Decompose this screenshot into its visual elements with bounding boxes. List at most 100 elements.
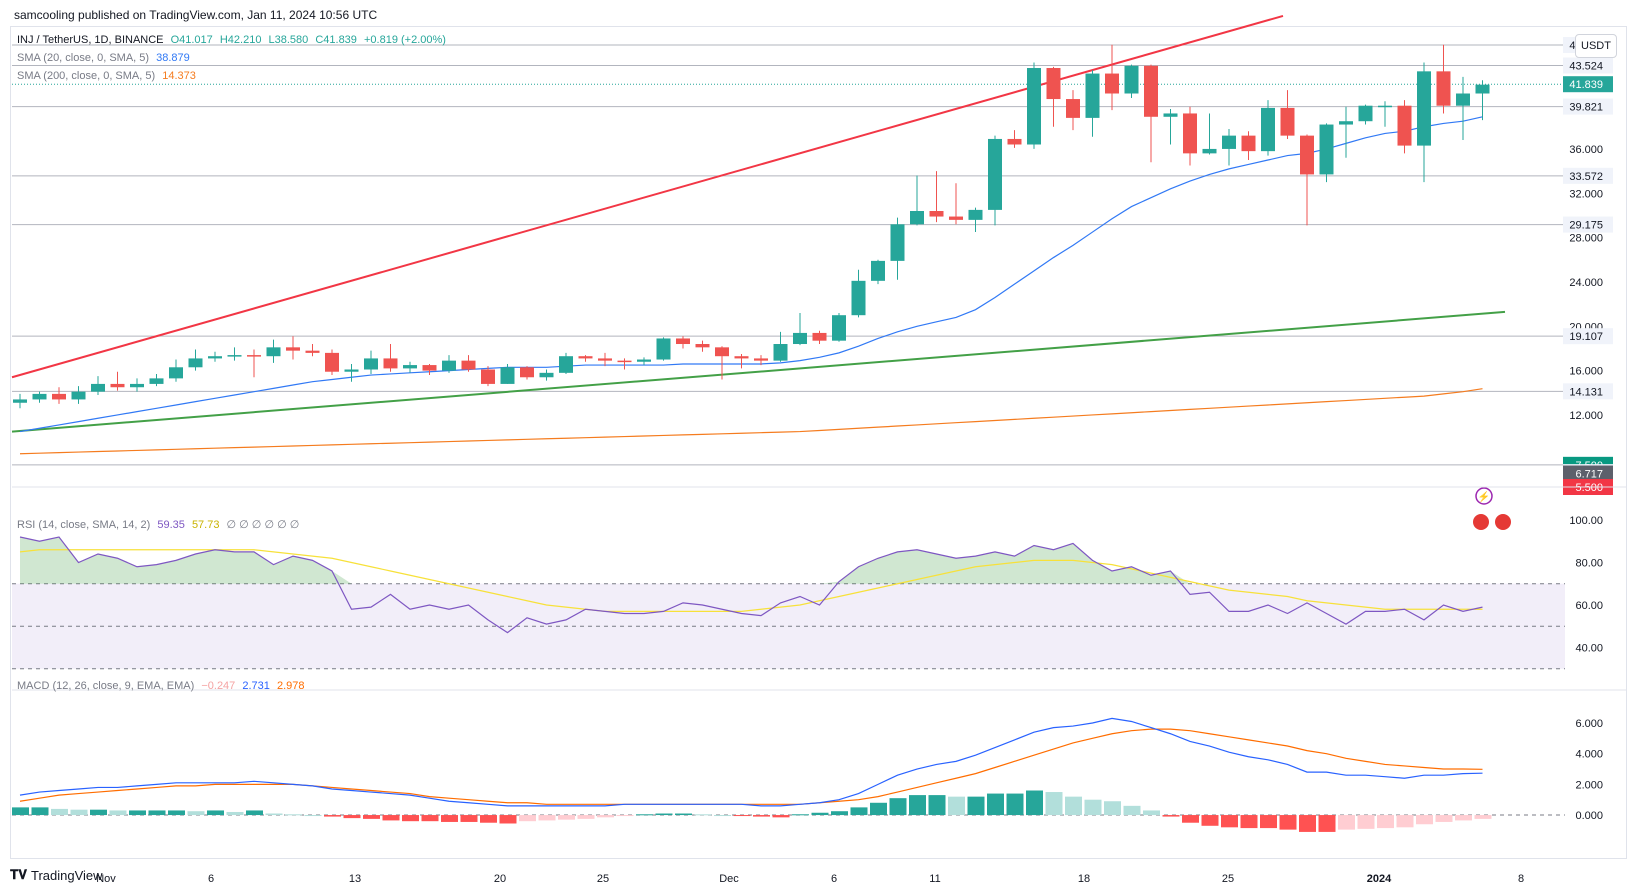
high-value: H42.210 (219, 34, 262, 46)
macd-histogram-bar (967, 796, 985, 816)
candle-body (1183, 113, 1197, 154)
candle-body (1300, 135, 1314, 175)
candle-body (1397, 105, 1412, 146)
macd-histogram-bar (1455, 815, 1472, 821)
macd-histogram-bar (402, 815, 419, 822)
macd-histogram-bar (1299, 815, 1316, 832)
macd-histogram-bar (285, 814, 302, 816)
price-label-bg (1563, 383, 1613, 400)
candle-body (1144, 65, 1158, 117)
price-label: 43.524 (1569, 61, 1603, 73)
rsi-tick-label: 60.00 (1575, 600, 1603, 612)
macd-histogram-bar (109, 810, 127, 816)
macd-histogram-bar (1123, 805, 1141, 816)
macd-histogram-bar (168, 810, 185, 816)
price-tick-label: 12.000 (1569, 410, 1603, 422)
price-label-bg (1563, 465, 1613, 482)
footer-brand: TradingView (31, 867, 103, 883)
candle-body (1417, 71, 1431, 146)
macd-histogram-bar (1377, 815, 1394, 829)
tradingview-logo-icon: 𝐓𝐕 (10, 867, 27, 882)
macd-histogram-bar (499, 815, 517, 824)
macd-histogram-bar (51, 808, 68, 816)
lightning-glyph: ⚡ (1478, 490, 1490, 503)
macd-histogram-bar (460, 815, 478, 822)
sma200-legend[interactable]: SMA (200, close, 0, SMA, 5) 14.373 (17, 70, 200, 82)
low-value: L38.580 (268, 34, 309, 46)
candle-body (52, 393, 66, 400)
macd-histogram-bar (1260, 815, 1277, 829)
macd-histogram-bar (792, 814, 809, 816)
price-label-bg (1563, 328, 1613, 345)
rsi-extra: ∅ ∅ ∅ ∅ ∅ ∅ (226, 519, 300, 531)
candle-body (1436, 71, 1451, 106)
macd-legend[interactable]: MACD (12, 26, close, 9, EMA, EMA) −0.247… (17, 680, 308, 692)
sma200-line (19, 388, 1483, 455)
macd-histogram-bar (538, 815, 556, 821)
macd-histogram-bar (187, 811, 205, 816)
candle-body (91, 383, 105, 392)
macd-histogram-bar (519, 815, 536, 822)
rsi-ma-value: 57.73 (191, 519, 220, 531)
price-label-bg (1563, 216, 1613, 233)
macd-histogram-bar (1084, 799, 1102, 816)
macd-histogram-bar (207, 810, 224, 816)
currency-button[interactable]: USDT (1575, 34, 1617, 58)
candle-body (1046, 68, 1061, 100)
macd-histogram-bar (1162, 815, 1180, 817)
sma20-value: 38.879 (156, 52, 190, 64)
candle-body (1319, 124, 1334, 175)
candle-body (130, 383, 144, 388)
rsi-line (19, 536, 1483, 634)
sma20-legend[interactable]: SMA (20, close, 0, SMA, 5) 38.879 (17, 52, 194, 64)
macd-histogram-bar (655, 813, 673, 816)
candle-body (910, 211, 924, 225)
macd-histogram-bar (636, 814, 653, 816)
macd-histogram-bar (246, 810, 263, 816)
rsi-value: 59.35 (157, 519, 185, 531)
candle-body (403, 365, 417, 369)
time-tick-label: 6 (831, 873, 837, 885)
macd-histogram-bar (1435, 815, 1453, 822)
price-label-bg (1563, 167, 1613, 184)
candle-body (1202, 148, 1217, 154)
macd-histogram-bar (1065, 796, 1082, 816)
time-tick-label: Dec (719, 873, 739, 885)
macd-histogram-bar (1318, 815, 1336, 832)
candle-body (344, 369, 359, 372)
macd-histogram-bar (909, 795, 926, 816)
candle-body (110, 383, 125, 388)
macd-histogram-bar (577, 815, 595, 819)
macd-tick-label: 2.000 (1575, 779, 1603, 791)
macd-histogram-bar (129, 810, 146, 816)
price-tick-label: 36.000 (1569, 144, 1603, 156)
candle-body (1124, 65, 1139, 94)
rsi-legend[interactable]: RSI (14, close, SMA, 14, 2) 59.35 57.73 … (17, 518, 303, 531)
tradingview-footer[interactable]: 𝐓𝐕 TradingView (10, 867, 103, 883)
candle-body (1085, 73, 1100, 118)
candle-body (247, 355, 261, 357)
time-tick-label: 13 (349, 873, 361, 885)
macd-histogram-bar (1357, 815, 1375, 829)
macd-histogram-bar (948, 796, 965, 816)
candle-body (617, 360, 632, 363)
candle-body (520, 367, 534, 378)
macd-histogram-bar (1474, 815, 1492, 819)
candle-body (890, 224, 905, 261)
sma200-value: 14.373 (162, 70, 196, 82)
us-flag-icon (1473, 514, 1489, 530)
candle-body (754, 358, 768, 361)
macd-histogram-bar (70, 809, 88, 816)
macd-histogram-bar (714, 815, 731, 817)
candle-body (32, 393, 47, 400)
macd-histogram-bar (1396, 815, 1414, 828)
macd-histogram-bar (733, 815, 751, 817)
macd-histogram-bar (850, 807, 868, 816)
candle-body (968, 209, 983, 220)
symbol-label[interactable]: INJ / TetherUS, 1D, BINANCE (17, 34, 164, 46)
price-label: 19.107 (1569, 331, 1603, 343)
candle-body (656, 338, 671, 360)
price-label: 5.500 (1575, 482, 1603, 494)
macd-histogram-bar (363, 815, 380, 819)
